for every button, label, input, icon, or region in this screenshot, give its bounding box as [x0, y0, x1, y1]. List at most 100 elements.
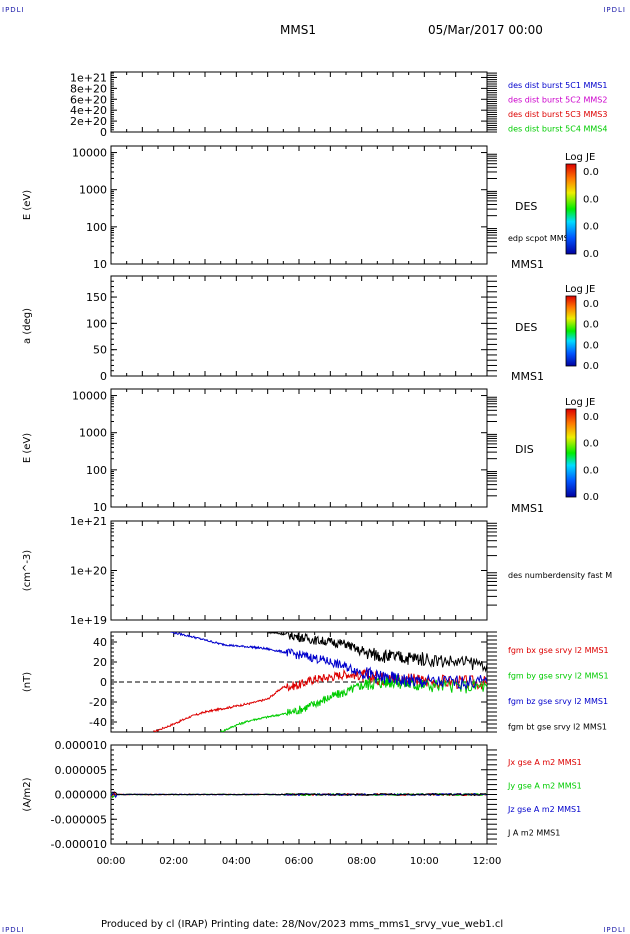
y-axis-label-des_pitch: a (deg): [22, 308, 33, 344]
legend-current-0: Jx gse A m2 MMS1: [507, 758, 582, 767]
x-tick-label-5: 10:00: [410, 856, 439, 867]
y-tick-label-density-1: 1e+20: [70, 565, 107, 578]
colorbar-title-des_pitch: Log JE: [565, 284, 595, 295]
panel-frame-burst: [110, 71, 488, 133]
colorbar-tick-dis_energy-2: 0.0: [583, 465, 599, 476]
y-tick-label-dis_energy-0: 10000: [72, 390, 107, 403]
y-tick-label-burst-2: 6e+20: [70, 93, 107, 106]
x-tick-label-2: 04:00: [222, 856, 251, 867]
legend-dis-energy-name: DIS: [515, 443, 534, 456]
y-tick-label-burst-1: 8e+20: [70, 82, 107, 95]
y-tick-label-burst-0: 1e+21: [70, 71, 107, 84]
legend-burst-0: des dist burst 5C1 MMS1: [508, 81, 607, 90]
legend-fgm-0: fgm bx gse srvy l2 MMS1: [508, 646, 609, 655]
y-tick-label-dis_energy-1: 1000: [79, 427, 107, 440]
legend-des-energy-name: DES: [515, 200, 537, 213]
y-tick-label-fgm-1: 20: [93, 656, 107, 669]
x-tick-label-1: 02:00: [159, 856, 188, 867]
y-tick-label-current-0: 0.000010: [55, 739, 108, 752]
y-tick-label-burst-3: 4e+20: [70, 104, 107, 117]
panel-frame-density: [110, 520, 488, 621]
date-title: 05/Mar/2017 00:00: [428, 23, 543, 37]
colorbar-tick-dis_energy-3: 0.0: [583, 492, 599, 503]
colorbar-tick-des_energy-1: 0.0: [583, 194, 599, 205]
legend-fgm-3: fgm bt gse srvy l2 MMS1: [508, 723, 607, 732]
colorbar-title-des_energy: Log JE: [565, 152, 595, 163]
y-axis-label-dis_energy: E (eV): [22, 433, 33, 463]
corner-label-tl: IPDLI: [2, 6, 25, 14]
x-tick-label-0: 00:00: [97, 856, 126, 867]
colorbar-title-dis_energy: Log JE: [565, 397, 595, 408]
current-series-3: [110, 791, 488, 797]
colorbar-tick-des_pitch-2: 0.0: [583, 340, 599, 351]
y-tick-label-current-3: -0.000005: [51, 813, 107, 826]
colorbar-tick-dis_energy-0: 0.0: [583, 412, 599, 423]
y-axis-label-density: (cm^-3): [22, 550, 33, 591]
y-axis-label-fgm: (nT): [22, 672, 33, 692]
y-tick-label-des_energy-1: 1000: [79, 184, 107, 197]
y-tick-label-dis_energy-2: 100: [86, 464, 107, 477]
y-tick-label-fgm-0: 40: [93, 636, 107, 649]
corner-label-br: IPDLI: [603, 926, 626, 934]
y-tick-label-des_energy-3: 10: [93, 258, 107, 271]
colorbar-tick-dis_energy-1: 0.0: [583, 439, 599, 450]
y-tick-label-current-4: -0.000010: [51, 838, 107, 851]
fgm-series-3: [267, 632, 487, 673]
y-tick-label-density-2: 1e+19: [70, 614, 107, 627]
legend-des-energy-scpot: edp scpot MMS1: [508, 234, 574, 243]
y-tick-label-des_energy-2: 100: [86, 221, 107, 234]
legend-burst-1: des dist burst 5C2 MMS2: [508, 96, 607, 105]
legend-des-pitch-sc: MMS1: [511, 370, 544, 383]
y-tick-label-des_pitch-2: 50: [93, 344, 107, 357]
colorbar-tick-des_energy-0: 0.0: [583, 167, 599, 178]
legend-fgm-2: fgm bz gse srvy l2 MMS1: [508, 697, 608, 706]
y-tick-label-current-2: 0.000000: [55, 789, 108, 802]
panel-frame-des_pitch: [110, 275, 488, 377]
footer-credit: Produced by cl (IRAP) Printing date: 28/…: [101, 919, 504, 930]
colorbar-tick-des_energy-2: 0.0: [583, 222, 599, 233]
panel-frame-dis_energy: [110, 388, 488, 508]
y-tick-label-dis_energy-3: 10: [93, 501, 107, 514]
y-tick-label-density-0: 1e+21: [70, 515, 107, 528]
colorbar-tick-des_energy-3: 0.0: [583, 249, 599, 260]
legend-burst-3: des dist burst 5C4 MMS4: [508, 125, 607, 134]
colorbar-des_pitch: [565, 295, 577, 367]
colorbar-tick-des_pitch-1: 0.0: [583, 320, 599, 331]
colorbar-dis_energy: [565, 408, 577, 498]
y-tick-label-fgm-2: 0: [100, 676, 107, 689]
legend-des-pitch-name: DES: [515, 321, 537, 334]
fgm-series-1: [220, 674, 487, 732]
colorbar-des_energy: [565, 163, 577, 255]
y-tick-label-burst-5: 0: [100, 126, 107, 139]
legend-dis-energy-sc: MMS1: [511, 502, 544, 515]
spacecraft-title: MMS1: [280, 23, 316, 37]
colorbar-tick-des_pitch-0: 0.0: [583, 299, 599, 310]
colorbar-tick-des_pitch-3: 0.0: [583, 361, 599, 372]
legend-current-1: Jy gse A m2 MMS1: [507, 782, 582, 791]
y-tick-label-des_pitch-0: 150: [86, 291, 107, 304]
legend-fgm-1: fgm by gse srvy l2 MMS1: [508, 672, 609, 681]
y-tick-label-fgm-3: -20: [89, 696, 107, 709]
fgm-series-2: [170, 632, 487, 691]
y-tick-label-des_pitch-1: 100: [86, 317, 107, 330]
x-tick-label-3: 06:00: [285, 856, 314, 867]
panel-frame-des_energy: [110, 145, 488, 265]
legend-des-energy-sc: MMS1: [511, 258, 544, 271]
y-tick-label-burst-4: 2e+20: [70, 115, 107, 128]
y-axis-label-des_energy: E (eV): [22, 190, 33, 220]
legend-current-3: J A m2 MMS1: [507, 829, 560, 838]
corner-label-bl: IPDLI: [2, 926, 25, 934]
corner-label-tr: IPDLI: [603, 6, 626, 14]
legend-current-2: Jz gse A m2 MMS1: [507, 805, 581, 814]
fgm-series-0: [153, 668, 487, 732]
y-tick-label-des_pitch-3: 0: [100, 370, 107, 383]
x-tick-label-6: 12:00: [473, 856, 502, 867]
x-tick-label-4: 08:00: [347, 856, 376, 867]
y-tick-label-current-1: 0.000005: [55, 764, 108, 777]
y-axis-label-current: (A/m2): [22, 777, 33, 811]
legend-density: des numberdensity fast M: [508, 571, 612, 580]
y-tick-label-fgm-4: -40: [89, 716, 107, 729]
y-tick-label-des_energy-0: 10000: [72, 147, 107, 160]
legend-burst-2: des dist burst 5C3 MMS3: [508, 110, 607, 119]
